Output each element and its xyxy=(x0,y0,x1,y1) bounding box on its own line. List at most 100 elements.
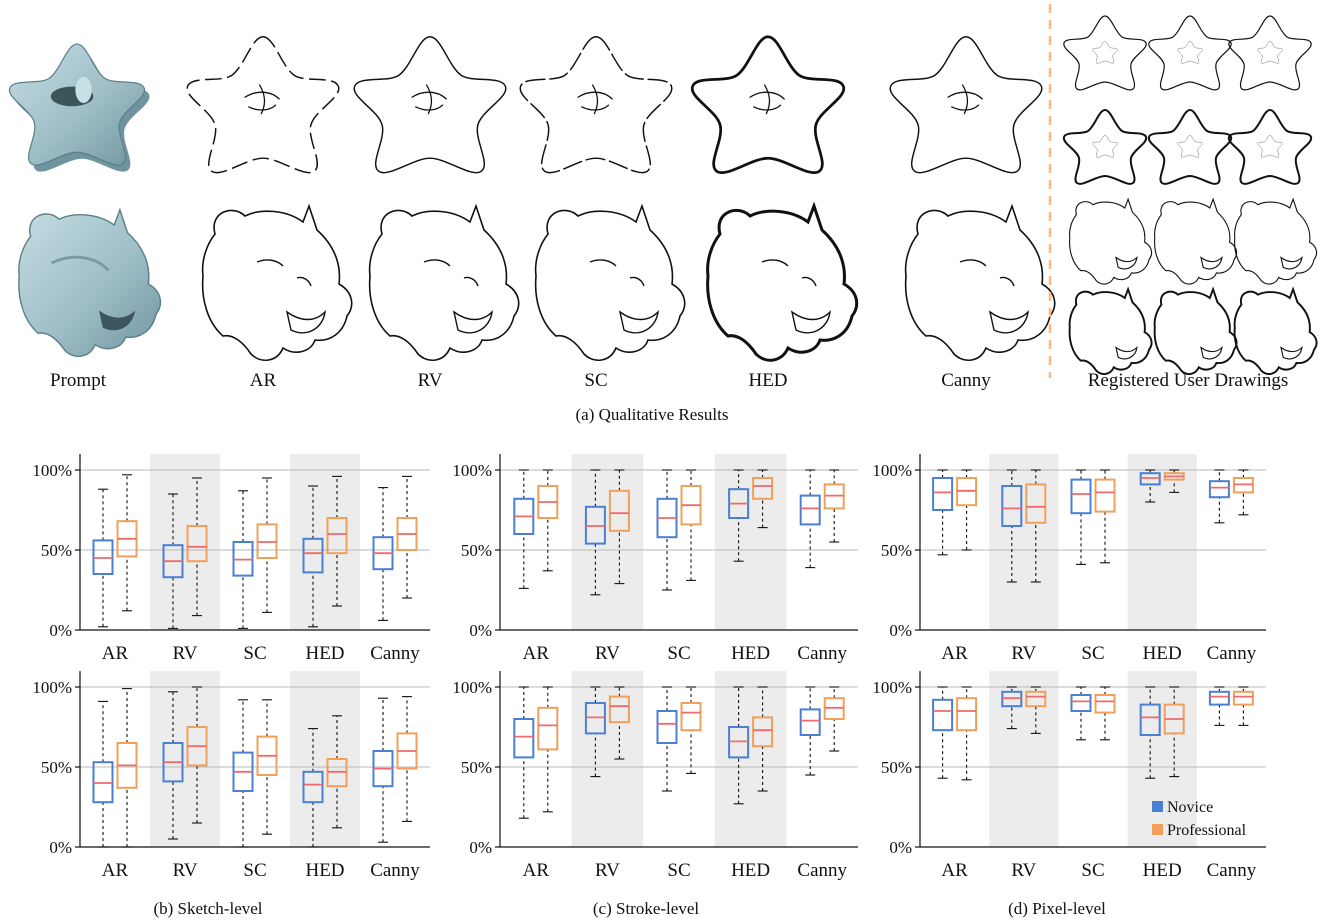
box-novice-hed xyxy=(728,469,750,562)
box-novice-canny xyxy=(372,697,394,843)
x-tick-label-rv: RV xyxy=(1011,860,1036,881)
star-inner-lines xyxy=(577,84,614,115)
box-professional-sc xyxy=(680,686,702,774)
user-star-inner xyxy=(1177,41,1203,64)
panther-sketch xyxy=(904,205,1056,362)
star-sketch xyxy=(353,36,507,174)
x-tick-label-hed: HED xyxy=(305,860,344,881)
iqr-box xyxy=(1208,690,1230,706)
highlight-band-rv xyxy=(989,671,1059,847)
user-panther-outline xyxy=(1069,198,1153,285)
box-professional-rv xyxy=(186,477,208,617)
box-novice-canny xyxy=(1208,686,1230,726)
x-tick-label-canny: Canny xyxy=(1207,643,1257,664)
user-star-drawing xyxy=(1147,109,1233,185)
user-panther-drawing xyxy=(1233,288,1318,376)
star-sketch xyxy=(186,36,340,174)
caption-b: (b) Sketch-level xyxy=(153,899,262,918)
iqr-box xyxy=(1208,480,1230,499)
box-novice-canny xyxy=(1208,469,1230,524)
box-novice-ar xyxy=(932,686,954,779)
box-professional-rv xyxy=(608,686,630,760)
box-professional-sc xyxy=(1094,469,1116,564)
box-novice-canny xyxy=(799,469,821,569)
iqr-box xyxy=(956,697,978,732)
y-tick-label: 100% xyxy=(872,461,912,480)
box-professional-hed xyxy=(326,715,348,829)
panther-inner-lines xyxy=(589,259,659,334)
box-professional-sc xyxy=(256,699,278,835)
user-star-drawing xyxy=(1062,109,1148,185)
registered-user-drawings xyxy=(1062,15,1318,376)
x-tick-label-hed: HED xyxy=(731,860,770,881)
box-novice-hed xyxy=(1139,469,1161,503)
star-outline xyxy=(353,36,507,174)
panther-outline xyxy=(201,205,353,362)
panther-inner-lines xyxy=(423,259,493,334)
highlight-band-rv xyxy=(989,454,1059,630)
user-star-outline xyxy=(1062,109,1148,185)
y-tick-label: 100% xyxy=(32,461,72,480)
star-inner-lines xyxy=(947,84,984,115)
box-professional-canny xyxy=(1232,686,1254,726)
box-novice-hed xyxy=(1139,686,1161,779)
user-star-inner xyxy=(1177,135,1203,158)
x-tick-label-rv: RV xyxy=(1011,643,1036,664)
star-inner-lines xyxy=(244,84,281,115)
x-tick-label-ar: AR xyxy=(102,860,129,881)
highlight-band-hed xyxy=(714,454,787,630)
y-tick-label: 50% xyxy=(41,541,72,560)
star-sketch xyxy=(519,36,673,174)
box-professional-ar xyxy=(537,469,559,572)
legend: Novice Professional xyxy=(1152,799,1247,839)
user-star-inner xyxy=(1092,135,1118,158)
iqr-box xyxy=(1094,694,1116,714)
y-tick-label: 50% xyxy=(461,758,492,777)
x-tick-label-rv: RV xyxy=(173,643,198,664)
user-panther-mouth xyxy=(1115,345,1138,360)
panther-sketch xyxy=(368,205,520,362)
x-tick-label-sc: SC xyxy=(1081,860,1104,881)
label-user-drawings: Registered User Drawings xyxy=(1088,370,1289,391)
iqr-box xyxy=(186,525,208,563)
iqr-box xyxy=(1025,690,1047,708)
panther-outline xyxy=(904,205,1056,362)
user-panther-drawing xyxy=(1154,198,1238,285)
x-tick-label-sc: SC xyxy=(667,860,690,881)
boxplot-sketch-top: 0% 50% 100% AR RV SC HED Canny xyxy=(32,454,430,664)
box-professional-ar xyxy=(956,686,978,781)
boxplot-stroke-bottom: 0% 50% 100% AR RV SC HED Canny xyxy=(452,671,858,881)
x-tick-label-hed: HED xyxy=(1143,643,1182,664)
iqr-box xyxy=(1070,478,1092,515)
x-tick-label-canny: Canny xyxy=(797,643,847,664)
box-novice-sc xyxy=(232,490,254,629)
star-sketch xyxy=(889,36,1043,174)
y-tick-label: 0% xyxy=(889,621,912,640)
panther-sketch xyxy=(201,205,353,362)
label-rv: RV xyxy=(418,370,443,391)
box-novice-ar xyxy=(513,469,535,589)
iqr-box xyxy=(513,718,535,759)
x-tick-label-canny: Canny xyxy=(370,643,420,664)
panther-outline xyxy=(368,205,520,362)
panther-sketch xyxy=(534,205,686,362)
iqr-box xyxy=(799,494,821,526)
box-novice-canny xyxy=(372,487,394,621)
user-star-outline xyxy=(1227,109,1313,185)
label-prompt: Prompt xyxy=(50,370,107,391)
x-tick-label-rv: RV xyxy=(595,643,620,664)
iqr-box xyxy=(1094,478,1116,513)
box-professional-hed xyxy=(752,469,774,529)
highlight-band-rv xyxy=(571,671,644,847)
box-professional-hed xyxy=(1163,469,1185,493)
user-star-drawing xyxy=(1063,15,1147,91)
box-novice-sc xyxy=(232,699,254,848)
box-professional-hed xyxy=(752,686,774,792)
panther-sketch xyxy=(706,204,859,362)
box-novice-hed xyxy=(302,728,324,848)
box-professional-rv xyxy=(1025,469,1047,583)
caption-a: (a) Qualitative Results xyxy=(576,405,729,424)
x-tick-label-canny: Canny xyxy=(1207,860,1257,881)
panther-inner-lines xyxy=(959,259,1029,334)
